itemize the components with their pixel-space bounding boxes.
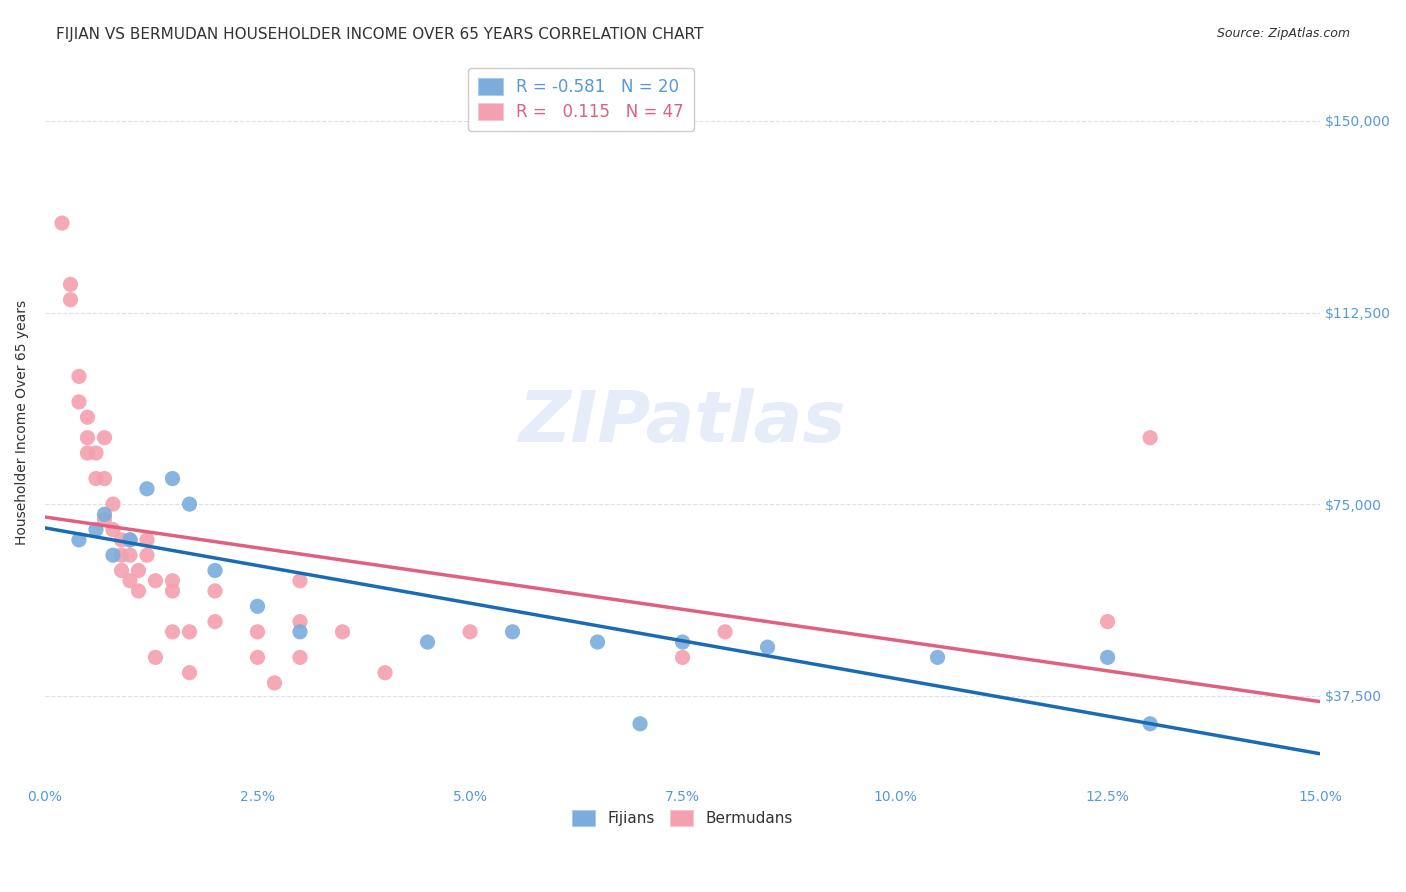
Point <box>263 676 285 690</box>
Point <box>76 410 98 425</box>
Point <box>288 615 311 629</box>
Point <box>127 583 149 598</box>
Point <box>204 583 226 598</box>
Point <box>59 293 82 307</box>
Y-axis label: Householder Income Over 65 years: Householder Income Over 65 years <box>15 300 30 545</box>
Point <box>416 635 439 649</box>
Point <box>145 574 167 588</box>
Point <box>246 624 269 639</box>
Text: Source: ZipAtlas.com: Source: ZipAtlas.com <box>1216 27 1350 40</box>
Text: ZIPatlas: ZIPatlas <box>519 388 846 457</box>
Point <box>93 508 115 522</box>
Point <box>84 471 107 485</box>
Point <box>67 369 90 384</box>
Point <box>93 431 115 445</box>
Point <box>162 574 184 588</box>
Point <box>110 548 132 562</box>
Point <box>1139 716 1161 731</box>
Point <box>162 471 184 485</box>
Point <box>84 446 107 460</box>
Point <box>179 624 201 639</box>
Point <box>110 564 132 578</box>
Point <box>246 650 269 665</box>
Point <box>76 431 98 445</box>
Point <box>374 665 396 680</box>
Point <box>204 615 226 629</box>
Point <box>84 523 107 537</box>
Point <box>145 650 167 665</box>
Point <box>586 635 609 649</box>
Point <box>59 277 82 292</box>
Point <box>136 533 159 547</box>
Point <box>458 624 481 639</box>
Point <box>162 583 184 598</box>
Text: FIJIAN VS BERMUDAN HOUSEHOLDER INCOME OVER 65 YEARS CORRELATION CHART: FIJIAN VS BERMUDAN HOUSEHOLDER INCOME OV… <box>56 27 703 42</box>
Point <box>127 564 149 578</box>
Point <box>101 548 124 562</box>
Point <box>118 574 141 588</box>
Point <box>179 665 201 680</box>
Point <box>67 533 90 547</box>
Point <box>502 624 524 639</box>
Point <box>628 716 651 731</box>
Point <box>714 624 737 639</box>
Point <box>756 640 779 655</box>
Point <box>288 574 311 588</box>
Point <box>76 446 98 460</box>
Point <box>671 635 693 649</box>
Point <box>101 497 124 511</box>
Point <box>118 533 141 547</box>
Legend: Fijians, Bermudans: Fijians, Bermudans <box>564 801 801 836</box>
Point <box>1139 431 1161 445</box>
Point <box>1097 650 1119 665</box>
Point <box>204 564 226 578</box>
Point <box>162 624 184 639</box>
Point <box>93 471 115 485</box>
Point <box>101 523 124 537</box>
Point <box>332 624 354 639</box>
Point <box>118 548 141 562</box>
Point <box>118 533 141 547</box>
Point <box>67 395 90 409</box>
Point <box>110 533 132 547</box>
Point <box>288 650 311 665</box>
Point <box>179 497 201 511</box>
Point <box>1097 615 1119 629</box>
Point <box>246 599 269 614</box>
Point <box>93 512 115 526</box>
Point <box>288 624 311 639</box>
Point <box>671 650 693 665</box>
Point <box>927 650 949 665</box>
Point <box>136 548 159 562</box>
Point <box>136 482 159 496</box>
Point <box>51 216 73 230</box>
